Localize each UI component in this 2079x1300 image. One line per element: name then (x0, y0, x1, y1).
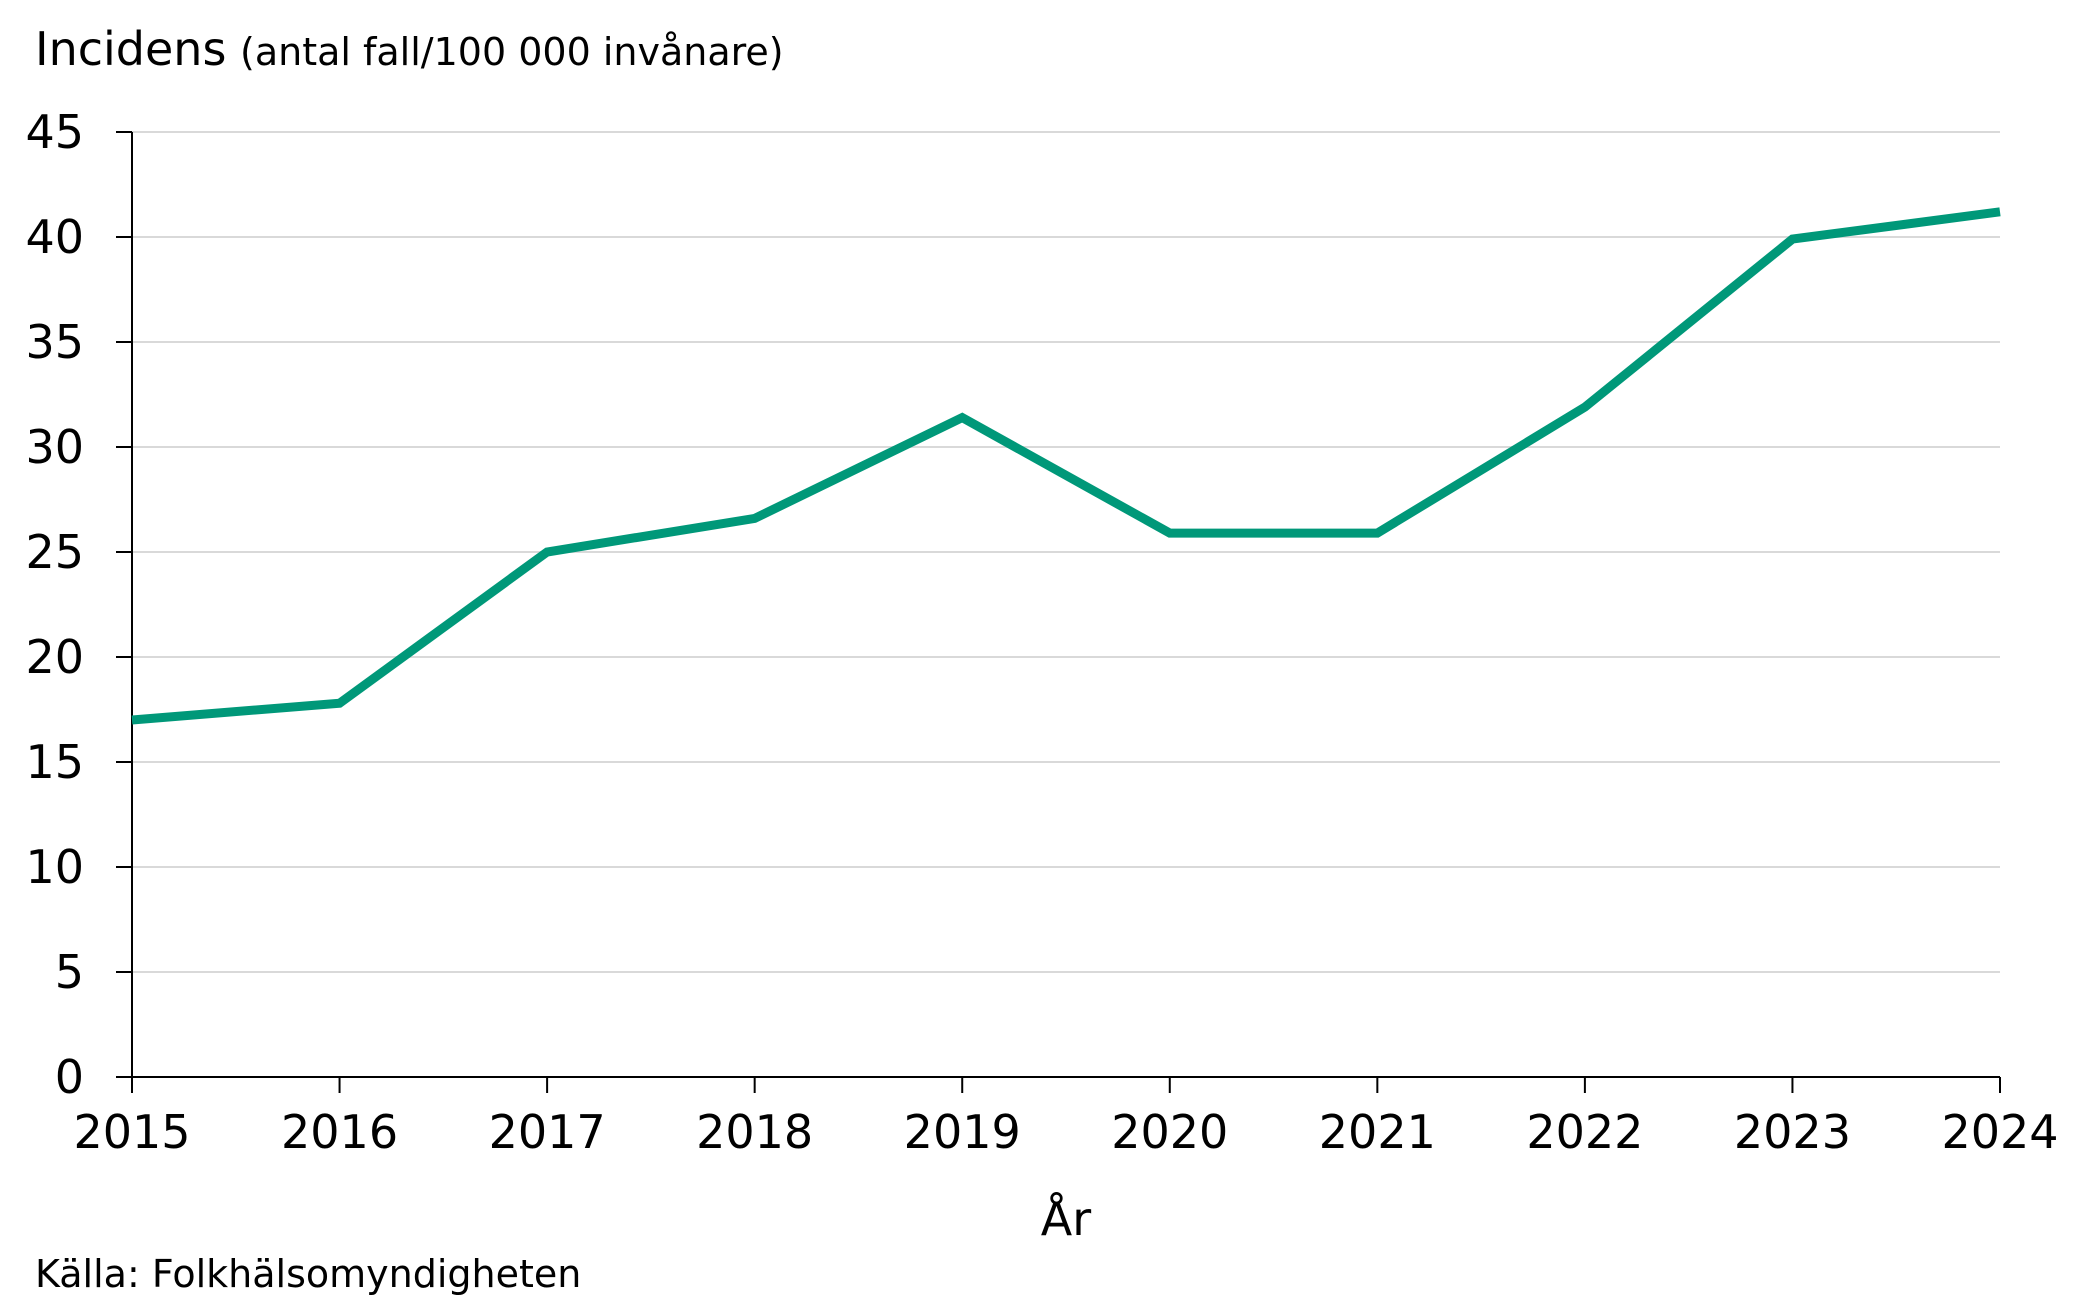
y-axis-title: Incidens (35, 22, 226, 76)
x-tick-label: 2023 (1734, 1105, 1851, 1159)
y-tick-label: 15 (25, 735, 84, 789)
x-tick-label: 2018 (696, 1105, 813, 1159)
y-tick-label: 35 (25, 315, 84, 369)
x-tick-label: 2022 (1526, 1105, 1643, 1159)
x-tick-label: 2016 (281, 1105, 398, 1159)
y-tick-label: 20 (25, 630, 84, 684)
x-tick-label: 2024 (1941, 1105, 2058, 1159)
axes (116, 131, 2001, 1093)
y-tick-label: 45 (25, 105, 84, 159)
x-tick-label: 2017 (489, 1105, 606, 1159)
y-tick-labels: 0 5 10 15 20 25 30 35 40 45 (25, 105, 84, 1104)
x-tick-label: 2019 (904, 1105, 1021, 1159)
x-tick-label: 2020 (1111, 1105, 1228, 1159)
y-tick-label: 0 (55, 1050, 84, 1104)
x-tick-label: 2021 (1319, 1105, 1436, 1159)
y-tick-label: 25 (25, 525, 84, 579)
y-axis-subtitle: (antal fall/100 000 invånare) (240, 30, 784, 74)
y-tick-label: 5 (55, 945, 84, 999)
x-tick-label: 2015 (73, 1105, 190, 1159)
y-tick-label: 40 (25, 210, 84, 264)
series-group (131, 207, 2001, 725)
y-tick-label: 30 (25, 420, 84, 474)
x-tick-labels: 2015 2016 2017 2018 2019 2020 2021 2022 2023 2024 (73, 1105, 2058, 1159)
source-note: Källa: Folkhälsomyndigheten (35, 1252, 581, 1296)
series-line (131, 207, 2001, 725)
gridlines (132, 131, 2000, 973)
y-tick-label: 10 (25, 840, 84, 894)
x-axis-title: År (1041, 1192, 1091, 1246)
